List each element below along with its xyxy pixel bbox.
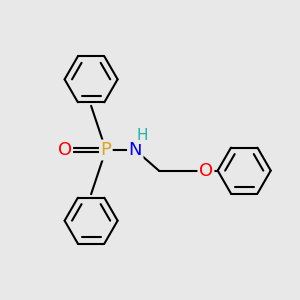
Text: O: O [58,141,72,159]
Text: N: N [128,141,142,159]
Text: H: H [137,128,148,143]
Text: O: O [199,162,213,180]
Text: P: P [100,141,111,159]
